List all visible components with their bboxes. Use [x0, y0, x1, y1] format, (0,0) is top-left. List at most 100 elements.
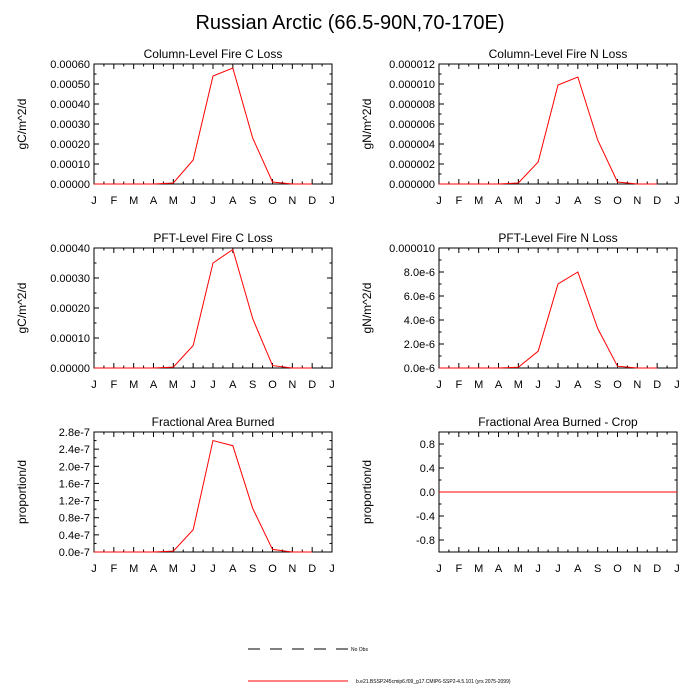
x-tick-label: F [455, 379, 462, 391]
x-tick-label: S [594, 379, 601, 391]
x-tick-label: M [169, 195, 178, 207]
x-tick-label: M [169, 379, 178, 391]
y-tick-label: 0.0 [420, 487, 435, 499]
x-tick-label: O [268, 563, 277, 575]
x-tick-label: D [308, 195, 316, 207]
y-tick-label: 0.00040 [50, 243, 90, 255]
x-tick-label: A [229, 563, 237, 575]
y-axis-label: gN/m^2/d [360, 283, 374, 334]
y-tick-label: 0.00010 [50, 333, 90, 345]
x-tick-label: F [110, 563, 117, 575]
x-tick-label: A [229, 379, 237, 391]
panel-title: Fractional Area Burned [152, 415, 275, 429]
x-tick-label: M [129, 563, 138, 575]
x-tick-label: J [436, 379, 442, 391]
x-tick-label: J [190, 563, 196, 575]
x-tick-label: F [455, 563, 462, 575]
y-tick-label: 0.0e-7 [59, 547, 90, 559]
legend-model-label: b.e21.BSSP245cmip6.f09_g17.CMIP6-SSP2-4.… [356, 679, 511, 685]
panel-title: PFT-Level Fire C Loss [153, 231, 272, 245]
y-tick-label: 0.000000 [389, 179, 435, 191]
y-tick-label: 0.4 [420, 463, 435, 475]
x-tick-label: M [474, 379, 483, 391]
x-tick-label: J [555, 379, 561, 391]
panel-title: PFT-Level Fire N Loss [498, 231, 617, 245]
panel-title: Column-Level Fire N Loss [489, 47, 628, 61]
y-tick-label: 0.00050 [50, 79, 90, 91]
x-tick-label: D [653, 379, 661, 391]
x-tick-label: J [535, 195, 541, 207]
y-tick-label: 0.4e-7 [59, 530, 90, 542]
y-tick-label: 0.00020 [50, 139, 90, 151]
plot-frame [438, 63, 678, 185]
y-tick-label: 0.0e-6 [404, 363, 435, 375]
y-tick-label: 6.0e-6 [404, 291, 435, 303]
y-tick-label: -0.8 [416, 535, 435, 547]
series-line [439, 76, 658, 185]
x-tick-label: O [268, 195, 277, 207]
series-line [94, 439, 313, 553]
y-tick-label: 2.8e-7 [59, 427, 90, 439]
y-tick-label: 2.0e-6 [404, 339, 435, 351]
x-tick-label: A [229, 195, 237, 207]
x-tick-label: J [329, 379, 335, 391]
plot-frame [93, 431, 333, 553]
y-tick-label: 2.4e-7 [59, 444, 90, 456]
x-tick-label: F [455, 195, 462, 207]
x-tick-label: M [474, 563, 483, 575]
x-tick-label: A [495, 195, 503, 207]
x-tick-label: N [633, 379, 641, 391]
x-tick-label: A [150, 195, 158, 207]
y-tick-label: 0.000006 [389, 119, 435, 131]
x-tick-label: S [594, 195, 601, 207]
y-tick-label: 0.000008 [389, 99, 435, 111]
figure-title: Russian Arctic (66.5-90N,70-170E) [195, 12, 505, 34]
y-tick-label: 0.000010 [389, 243, 435, 255]
x-tick-label: J [674, 195, 680, 207]
y-tick-label: 0.000012 [389, 59, 435, 71]
x-tick-label: O [613, 563, 622, 575]
y-tick-label: -0.4 [416, 511, 435, 523]
x-tick-label: J [535, 379, 541, 391]
y-tick-label: 8.0e-6 [404, 267, 435, 279]
x-tick-label: J [674, 563, 680, 575]
series-line [439, 271, 658, 369]
x-tick-label: N [633, 563, 641, 575]
y-tick-label: 0.8e-7 [59, 513, 90, 525]
x-tick-label: J [190, 379, 196, 391]
x-tick-label: A [574, 563, 582, 575]
y-tick-label: 0.00040 [50, 99, 90, 111]
y-axis-label: gC/m^2/d [15, 283, 29, 334]
x-tick-label: M [474, 195, 483, 207]
y-tick-label: 0.8 [420, 439, 435, 451]
y-tick-label: 0.000010 [389, 79, 435, 91]
y-axis-label: gC/m^2/d [15, 99, 29, 150]
y-tick-label: 4.0e-6 [404, 315, 435, 327]
x-tick-label: S [249, 195, 256, 207]
x-tick-label: N [288, 563, 296, 575]
x-tick-label: M [514, 195, 523, 207]
y-tick-label: 0.00030 [50, 119, 90, 131]
x-tick-label: J [91, 563, 97, 575]
x-tick-label: S [249, 379, 256, 391]
x-tick-label: D [308, 563, 316, 575]
y-tick-label: 1.6e-7 [59, 478, 90, 490]
x-tick-label: D [653, 195, 661, 207]
x-tick-label: J [329, 563, 335, 575]
y-tick-label: 0.00020 [50, 303, 90, 315]
series-line [94, 248, 313, 369]
x-tick-label: A [574, 379, 582, 391]
x-tick-label: M [514, 563, 523, 575]
x-tick-label: O [613, 195, 622, 207]
x-tick-label: O [613, 379, 622, 391]
y-tick-label: 0.00000 [50, 179, 90, 191]
x-tick-label: J [329, 195, 335, 207]
y-tick-label: 0.00010 [50, 159, 90, 171]
y-tick-label: 1.2e-7 [59, 496, 90, 508]
x-tick-label: A [150, 379, 158, 391]
